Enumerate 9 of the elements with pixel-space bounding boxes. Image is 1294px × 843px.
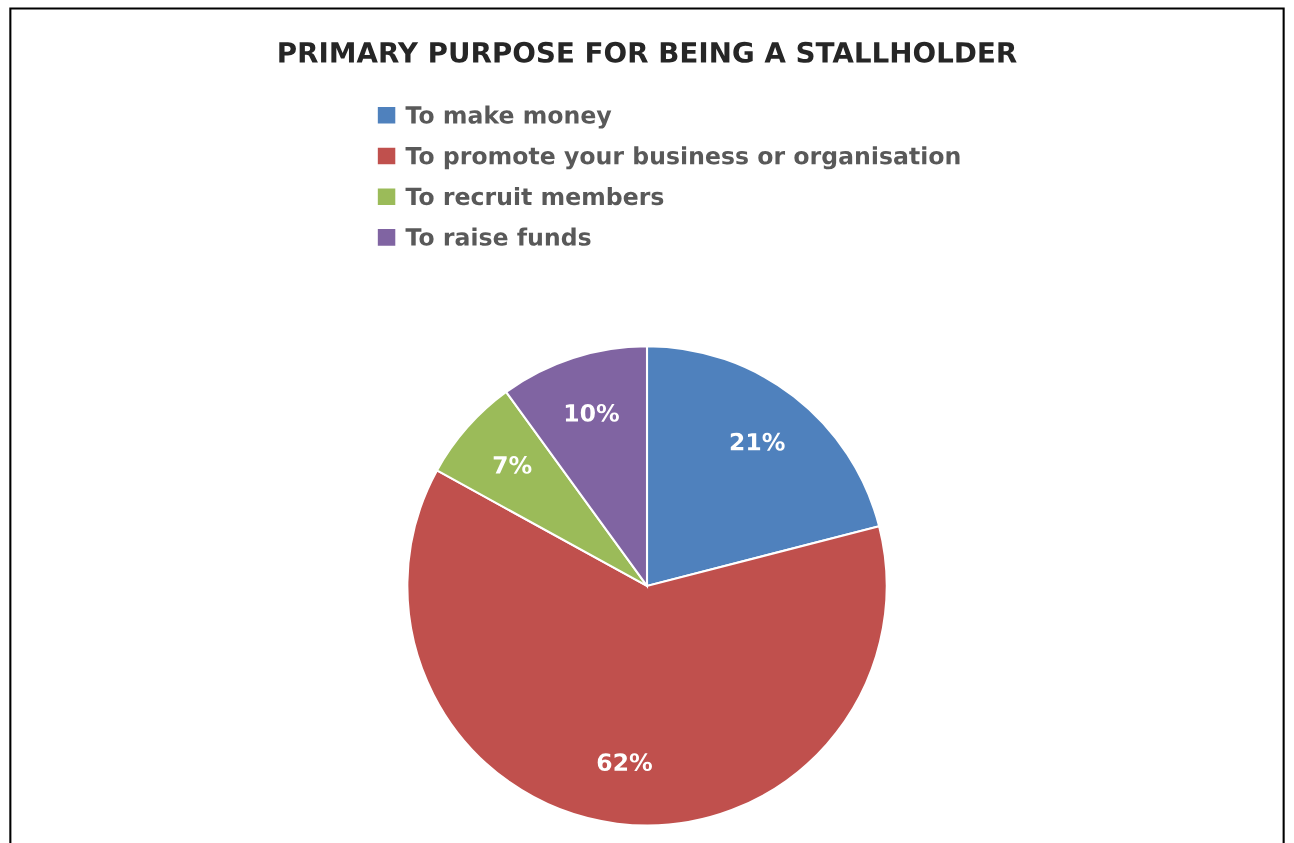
legend-label: To promote your business or organisation: [405, 146, 960, 170]
legend-label: To recruit members: [405, 187, 664, 206]
chart-title: PRIMARY PURPOSE FOR BEING A STALLHOLDER: [279, 41, 1017, 63]
data-label: 62%: [597, 753, 652, 772]
data-label: 7%: [493, 456, 532, 474]
legend-label: To make money: [405, 105, 612, 129]
legend-label: To raise funds: [405, 227, 591, 246]
data-label: 21%: [730, 432, 785, 451]
data-label: 10%: [565, 403, 619, 422]
